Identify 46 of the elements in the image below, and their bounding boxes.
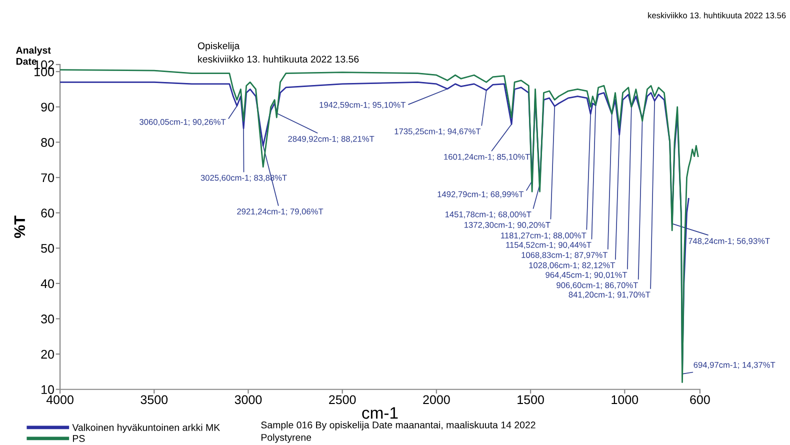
x-tick-label: 4000: [46, 395, 74, 404]
text: Opiskelija: [198, 42, 240, 52]
text: keskiviikko 13. huhtikuuta 2022 13.56: [648, 12, 786, 18]
y-tick-label: 90: [41, 102, 54, 112]
y-tick-label: 20: [41, 350, 54, 359]
annotation: 1601,24cm-1; 85,10%T: [444, 154, 530, 161]
annotation: 1181,27cm-1; 88,00%T: [501, 232, 586, 240]
x-tick-label: 2500: [329, 395, 356, 404]
y-tick-label: 30: [41, 314, 54, 324]
x-tick-label: 3000: [234, 395, 262, 404]
y-axis-title: %T: [14, 216, 26, 238]
annotation: 3060,05cm-1; 90,26%T: [140, 118, 226, 126]
x-tick-label: 1500: [518, 395, 544, 404]
annotation: 1735,25cm-1; 94,67%T: [394, 128, 481, 136]
annotation: 1492,79cm-1; 68,99%T: [438, 191, 524, 198]
annotation: 2921,24cm-1; 79,06%T: [237, 208, 324, 216]
y-tick-label: 80: [41, 138, 54, 147]
x-axis-title: cm-1: [362, 407, 398, 419]
annotation: 964,45cm-1; 90,01%T: [546, 272, 628, 279]
y-tick-label: 40: [40, 279, 54, 288]
x-tick-label: 600: [690, 395, 710, 404]
annotation: 1154,52cm-1; 90,44%T: [506, 242, 592, 249]
y-tick-label: 60: [41, 208, 54, 218]
y-tick-label: 50: [41, 244, 54, 253]
legend-label: PS: [73, 435, 85, 442]
annotation: 841,20cm-1; 91,70%T: [568, 292, 650, 299]
annotation: 2849,92cm-1; 88,21%T: [288, 136, 374, 143]
annotation: 1372,30cm-1; 90,20%T: [464, 222, 550, 229]
annotation: 906,60cm-1; 86,70%T: [556, 282, 638, 290]
x-tick-label: 2000: [423, 395, 450, 404]
text: keskiviikko 13. huhtikuuta 2022 13.56: [198, 55, 359, 63]
text: Polystyrene: [262, 434, 312, 443]
text: Sample 016 By opiskelija Date maanantai, maaliskuuta 14 2022: [261, 421, 536, 430]
annotation: 694,97cm-1; 14,37%T: [694, 362, 776, 369]
annotation: 1028,06cm-1; 82,12%T: [529, 262, 616, 270]
legend-label: Valkoinen hyväkuntoinen arkki MK: [72, 424, 220, 433]
text: Analyst: [16, 46, 51, 56]
y-tick-label: 10: [42, 385, 54, 394]
x-tick-label: 1000: [612, 395, 638, 404]
annotation: 1068,83cm-1; 87,97%T: [522, 252, 608, 259]
annotation: 1942,59cm-1; 95,10%T: [320, 102, 406, 109]
x-tick-label: 3500: [140, 395, 168, 404]
annotation: 748,24cm-1; 56,93%T: [688, 238, 770, 245]
y-tick-label: 70: [41, 173, 54, 182]
annotation: 1451,78cm-1; 68,00%T: [445, 211, 532, 218]
text: Date: [16, 58, 37, 65]
